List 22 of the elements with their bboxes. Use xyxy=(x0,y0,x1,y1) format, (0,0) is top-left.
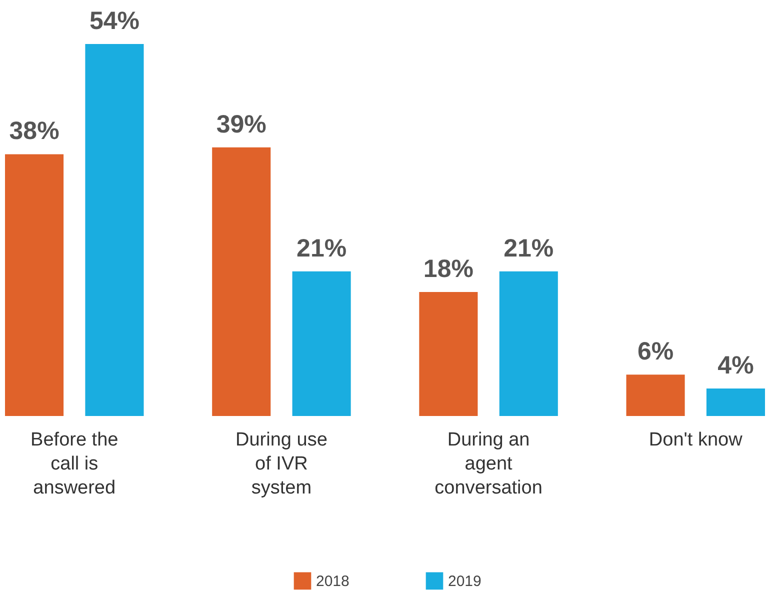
x-tick-label: Don't know xyxy=(648,430,743,450)
data-label: 39% xyxy=(216,110,266,138)
data-label: 21% xyxy=(504,234,554,262)
x-tick-label: During an agent conversation xyxy=(434,430,542,498)
bar xyxy=(499,271,558,416)
data-label: 4% xyxy=(718,351,754,380)
data-label: 6% xyxy=(637,338,674,366)
legend-label: 2019 xyxy=(448,572,482,590)
legend-label: 2018 xyxy=(316,572,350,590)
data-label: 18% xyxy=(423,255,474,283)
bar xyxy=(419,292,478,416)
x-tick-label: During use of IVR system xyxy=(236,430,328,498)
bar xyxy=(5,154,64,416)
bar xyxy=(212,147,271,416)
data-label: 54% xyxy=(89,7,140,35)
bar xyxy=(85,44,144,416)
data-label: 21% xyxy=(296,234,347,262)
bar xyxy=(626,374,685,416)
bar xyxy=(292,271,351,416)
bar xyxy=(706,388,765,416)
data-label: 38% xyxy=(9,117,60,146)
x-tick-label: Before the call is answered xyxy=(30,430,118,498)
